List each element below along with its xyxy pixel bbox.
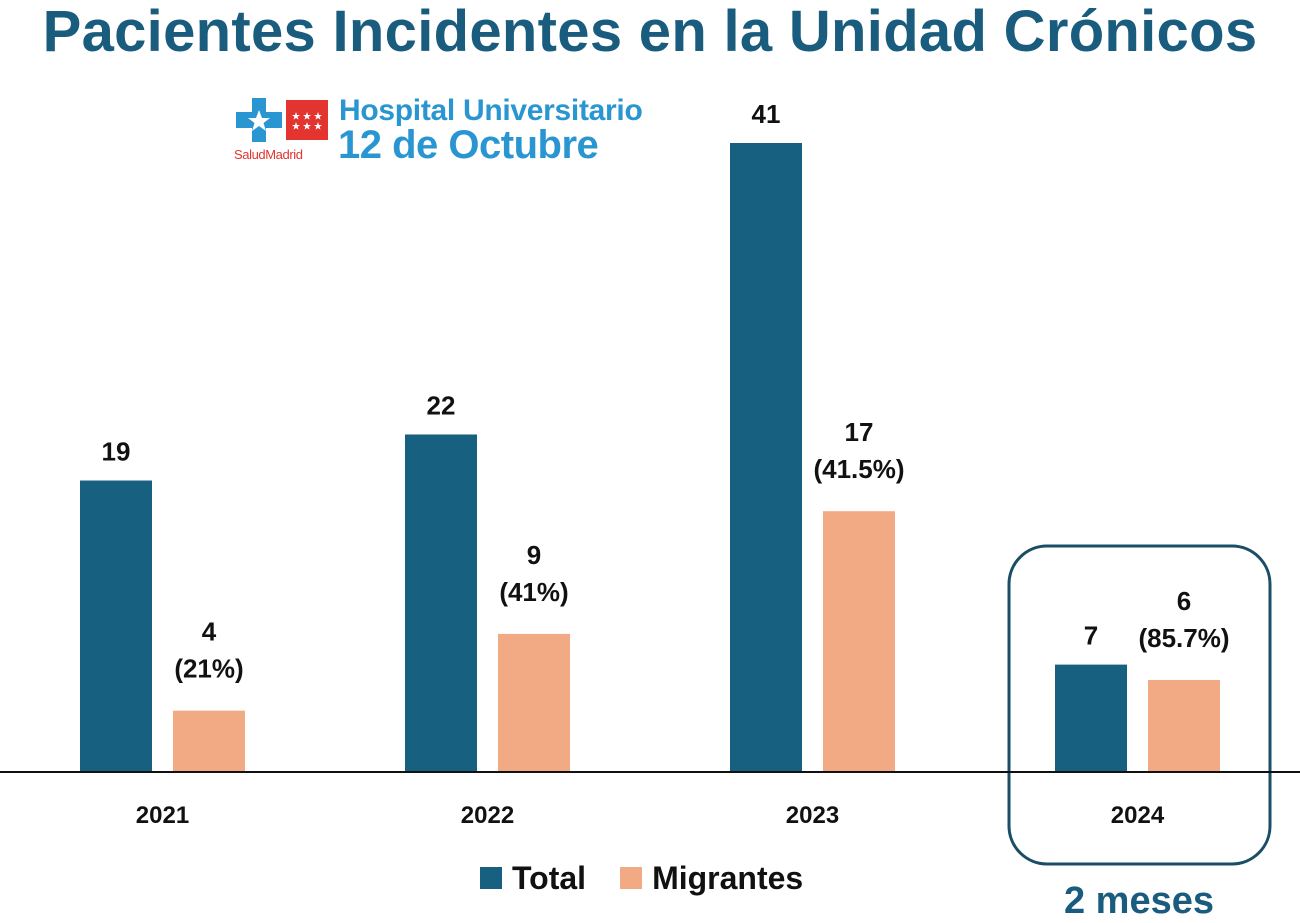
legend-item-migrantes: Migrantes [620,860,803,897]
chart-legend: Total Migrantes [480,858,837,898]
bar-total-2021 [80,480,152,772]
highlight-box [1007,544,1272,866]
data-sublabel-migrantes-2023: (41.5%) [813,454,904,484]
x-tick-2024: 2024 [1111,802,1165,829]
legend-swatch-migrantes [620,867,643,889]
legend-label-total: Total [512,859,587,896]
data-label-migrantes-2022: 9 [527,540,541,570]
data-label-migrantes-2021: 4 [202,617,217,647]
bar-migrantes-2022 [498,633,570,772]
logo-hospital-name: 12 de Octubre [338,123,599,167]
madrid-flag-icon [286,100,328,140]
data-sublabel-migrantes-2021: (21%) [174,654,243,684]
x-tick-2021: 2021 [136,802,189,829]
medical-cross-icon [236,98,282,142]
data-label-total-2024: 7 [1084,621,1098,651]
chart-title: Pacientes Incidentes en la Unidad Crónic… [42,0,1258,64]
data-label-migrantes-2023: 17 [845,417,874,447]
bar-total-2022 [405,434,477,772]
x-tick-2022: 2022 [461,802,514,829]
bar-migrantes-2023 [823,511,895,772]
salud-madrid-wordmark: SaludMadrid [234,147,303,162]
data-sublabel-migrantes-2024: (85.7%) [1138,623,1229,653]
bar-total-2023 [730,143,802,772]
bar-migrantes-2021 [173,710,245,772]
hospital-logo: SaludMadrid Hospital Universitario 12 de… [234,94,654,167]
legend-swatch-total [480,867,502,889]
data-label-total-2021: 19 [102,437,131,467]
highlight-note: 2 meses [1063,880,1214,922]
data-label-total-2022: 22 [427,390,456,420]
legend-label-migrantes: Migrantes [652,859,804,896]
data-label-total-2023: 41 [752,99,781,129]
logo-hospital-text: Hospital Universitario [339,94,643,127]
data-sublabel-migrantes-2022: (41%) [499,577,568,607]
bar-migrantes-2024 [1148,679,1220,772]
legend-item-total: Total [480,860,586,897]
bar-total-2024 [1055,664,1127,772]
x-tick-2023: 2023 [786,802,839,829]
data-label-migrantes-2024: 6 [1177,586,1191,616]
